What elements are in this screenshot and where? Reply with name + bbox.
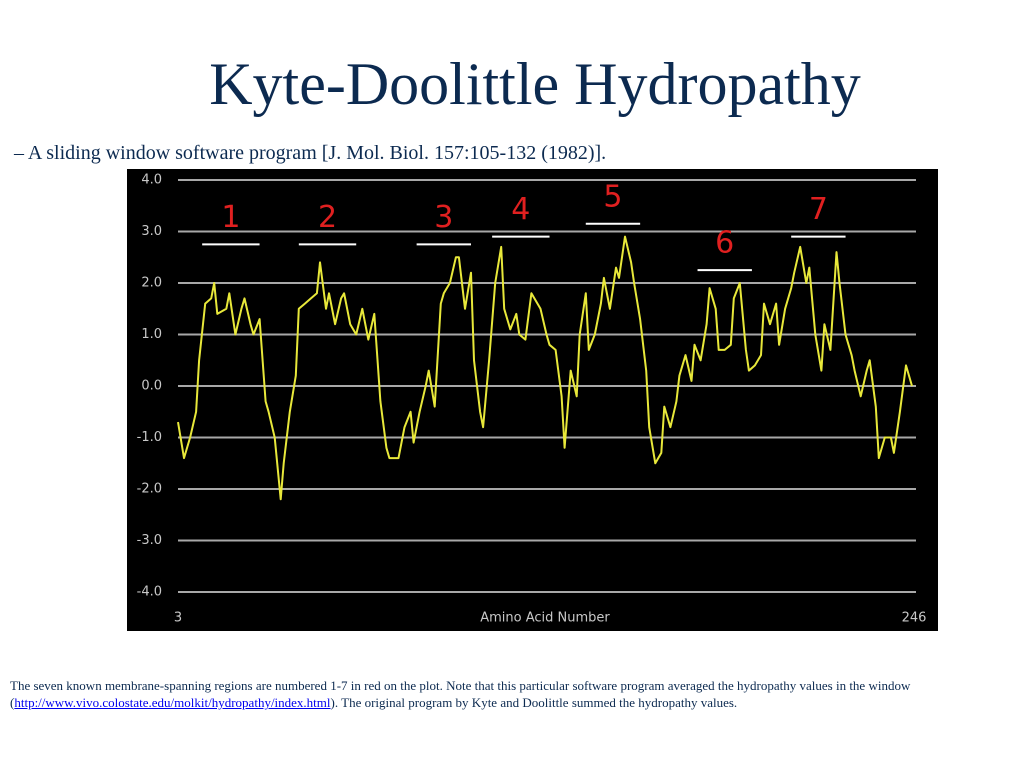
caption-link[interactable]: http://www.vivo.colostate.edu/molkit/hyd… xyxy=(14,695,331,710)
y-tick-label: -2.0 xyxy=(137,482,162,497)
y-tick-label: 4.0 xyxy=(141,173,162,188)
region-label: 2 xyxy=(318,200,337,235)
hydropathy-line xyxy=(177,235,913,501)
y-tick-label: -4.0 xyxy=(137,585,162,600)
chart-background xyxy=(127,169,938,631)
caption-text: The seven known membrane-spanning region… xyxy=(10,678,911,693)
y-tick-label: 2.0 xyxy=(141,276,162,291)
x-tick-label: 246 xyxy=(902,611,927,626)
y-tick-label: 3.0 xyxy=(141,224,162,239)
slide-title: Kyte-Doolittle Hydropathy xyxy=(209,51,861,117)
region-label: 1 xyxy=(221,200,240,235)
y-tick-label: -3.0 xyxy=(137,533,162,548)
y-tick-label: 0.0 xyxy=(141,379,162,394)
x-tick-label: 3 xyxy=(174,611,182,626)
caption-text: ( xyxy=(10,695,15,710)
caption-text: ). The original program by Kyte and Dool… xyxy=(330,695,738,710)
y-tick-label: -1.0 xyxy=(137,430,162,445)
region-label: 3 xyxy=(434,200,453,235)
region-label: 6 xyxy=(715,226,734,261)
region-label: 4 xyxy=(511,192,530,227)
subtitle: – A sliding window software program [J. … xyxy=(14,142,607,164)
region-label: 5 xyxy=(603,179,622,214)
caption: The seven known membrane-spanning region… xyxy=(10,677,1015,711)
region-label: 7 xyxy=(809,192,828,227)
y-tick-label: 1.0 xyxy=(141,327,162,342)
x-axis-label: Amino Acid Number xyxy=(480,611,610,626)
